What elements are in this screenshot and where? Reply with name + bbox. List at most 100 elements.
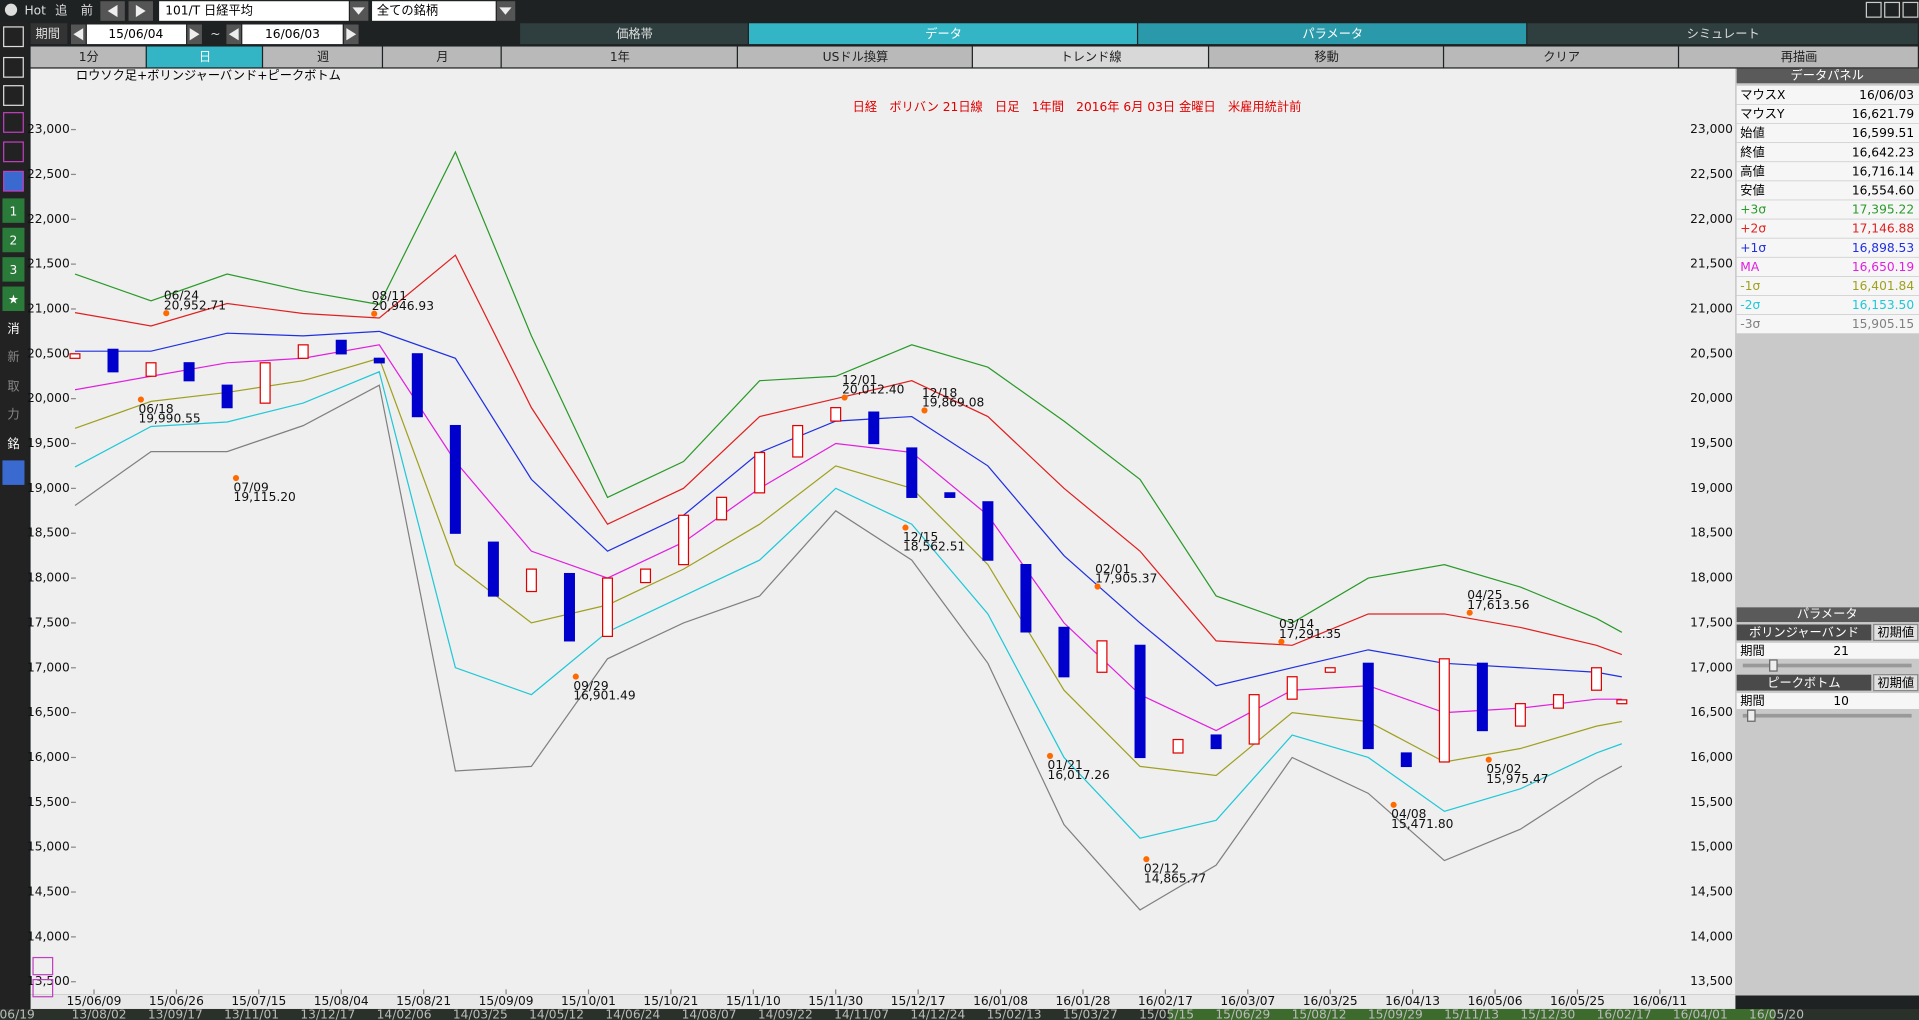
subtab[interactable]	[1209, 46, 1443, 68]
to-box[interactable]	[242, 24, 343, 45]
side-button[interactable]	[2, 373, 25, 398]
subtab[interactable]	[1679, 46, 1918, 68]
y-tick-label: 14,500	[27, 885, 70, 899]
arrow-icon	[499, 7, 512, 15]
panel-row-value: 16,599.51	[1852, 126, 1914, 140]
side-button[interactable]	[2, 286, 25, 312]
candle	[982, 501, 994, 561]
arrow-icon	[228, 28, 239, 41]
overview-date: 15/02/13	[987, 1008, 1042, 1020]
subtab[interactable]	[737, 46, 972, 68]
candle	[1286, 676, 1298, 700]
panel-row-label: -3σ	[1740, 317, 1760, 331]
y-tick-label: 16,000	[27, 750, 70, 764]
from-box[interactable]	[86, 24, 187, 45]
slider-thumb[interactable]	[1769, 659, 1778, 672]
panel-row	[1736, 85, 1919, 105]
candle	[1172, 738, 1184, 754]
subtab[interactable]	[30, 46, 146, 68]
subtab[interactable]	[383, 46, 501, 68]
tool-icon[interactable]	[3, 26, 24, 48]
tool-icon[interactable]	[3, 170, 24, 192]
tool-icon[interactable]	[3, 141, 24, 163]
tab[interactable]	[1527, 23, 1918, 45]
y-tick-label: 21,000	[27, 301, 70, 315]
tab[interactable]	[520, 23, 748, 45]
symbol-box[interactable]	[159, 1, 349, 21]
side-button[interactable]	[2, 431, 25, 456]
nav-button[interactable]: 前	[81, 3, 93, 18]
subtab[interactable]	[501, 46, 737, 68]
tool-icon[interactable]	[3, 56, 24, 78]
peak-marker	[902, 524, 909, 531]
subtab-label: USドル換算	[823, 49, 889, 64]
subtab[interactable]	[1444, 46, 1678, 68]
y-tick-label-right: 21,000	[1690, 301, 1733, 315]
tab-label: データ	[925, 26, 962, 41]
overview-date: 15/11/13	[1444, 1008, 1499, 1020]
peak-marker	[841, 394, 848, 401]
overview-date: 15/03/27	[1063, 1008, 1118, 1020]
band-line	[74, 150, 1623, 633]
subtab-label: クリア	[1543, 50, 1580, 64]
peak-value: 19,869.08	[922, 396, 984, 410]
side-button[interactable]	[2, 344, 25, 369]
peak-marker	[371, 310, 378, 317]
slider-thumb[interactable]	[1747, 709, 1756, 722]
side-button[interactable]	[2, 315, 25, 341]
side-button-label: 力	[7, 408, 19, 422]
tab[interactable]	[1138, 23, 1527, 45]
universe-box[interactable]	[372, 1, 496, 21]
candle	[487, 541, 499, 597]
y-tick-label-right: 18,500	[1690, 526, 1733, 540]
candle	[830, 407, 842, 422]
window-button[interactable]	[1865, 1, 1882, 18]
nav-button[interactable]: 追	[55, 3, 67, 18]
y-tick-label-right: 22,000	[1690, 212, 1733, 226]
candle	[221, 384, 233, 409]
candle	[411, 353, 423, 418]
tool-icon[interactable]	[3, 112, 24, 133]
settings-icon[interactable]	[2, 460, 25, 485]
peak-marker	[572, 673, 579, 680]
y-tick-label-right: 19,000	[1690, 481, 1733, 495]
side-button-label: 取	[7, 379, 19, 393]
candle	[1476, 662, 1488, 732]
param-name: ピークボトム	[1767, 676, 1840, 690]
tab[interactable]	[748, 23, 1137, 45]
overview-date: 14/12/24	[910, 1008, 965, 1020]
tool-icon[interactable]	[3, 85, 24, 106]
tab-label: パラメータ	[1302, 27, 1363, 41]
tab-label: シミュレート	[1687, 27, 1760, 41]
reset-label: 初期値	[1877, 675, 1914, 690]
candle	[1210, 734, 1222, 750]
side-button[interactable]	[2, 198, 25, 223]
candle	[69, 353, 81, 359]
panel-row-label: 終値	[1740, 144, 1764, 159]
hot-button[interactable]: Hot	[24, 4, 46, 18]
side-button[interactable]	[2, 257, 25, 282]
side-button[interactable]	[2, 401, 25, 427]
panel-row	[1736, 276, 1919, 296]
peak-date: 05/02	[1486, 762, 1521, 776]
panel-row-label: 始値	[1740, 125, 1764, 140]
panel-row	[1736, 219, 1919, 238]
panel-row-label: MA	[1740, 260, 1760, 274]
reset-button[interactable]	[1873, 674, 1919, 692]
side-button[interactable]	[2, 227, 25, 253]
side-button-label: 2	[10, 234, 18, 248]
peak-value: 19,115.20	[234, 490, 296, 504]
reset-button[interactable]	[1873, 623, 1919, 642]
chart-subtitle: ロウソク足+ボリンジャーバンド+ピークボトム	[76, 68, 341, 82]
peak-value: 16,017.26	[1048, 768, 1110, 782]
x-tick-label: 15/09/09	[479, 994, 534, 1008]
window-button[interactable]	[1884, 1, 1901, 18]
panel-row-label: マウスY	[1740, 107, 1785, 121]
subtab[interactable]	[972, 46, 1208, 68]
subtab[interactable]	[146, 46, 262, 68]
window-button[interactable]	[1902, 1, 1919, 18]
overview-date: 16/02/17	[1597, 1008, 1652, 1020]
subtab[interactable]	[263, 46, 382, 68]
y-tick-label-right: 22,500	[1690, 167, 1733, 181]
overview-selection[interactable]	[1168, 1008, 1775, 1020]
